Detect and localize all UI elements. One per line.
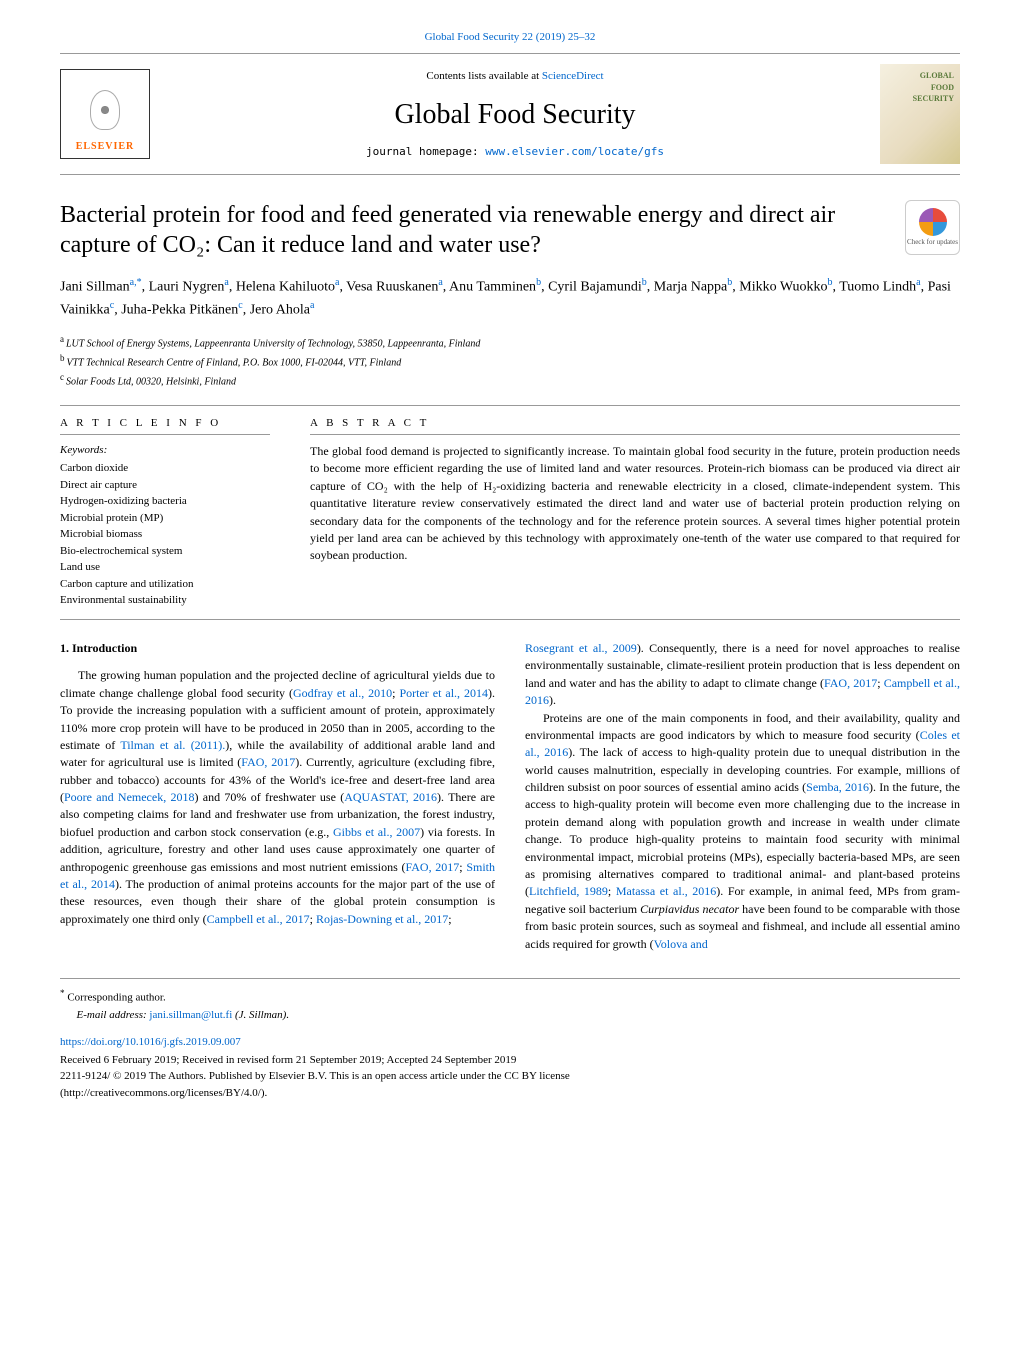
divider <box>60 405 960 406</box>
aff-key: c <box>60 372 64 382</box>
info-abstract-row: A R T I C L E I N F O Keywords: Carbon d… <box>60 416 960 609</box>
doi-line: https://doi.org/10.1016/j.gfs.2019.09.00… <box>60 1035 960 1050</box>
affiliation-a: aLUT School of Energy Systems, Lappeenra… <box>60 333 960 351</box>
email-label: E-mail address: <box>77 1009 150 1021</box>
keyword: Environmental sustainability <box>60 592 270 609</box>
affiliations: aLUT School of Energy Systems, Lappeenra… <box>60 333 960 390</box>
abstract-heading: A B S T R A C T <box>310 416 960 431</box>
doi-link[interactable]: https://doi.org/10.1016/j.gfs.2019.09.00… <box>60 1036 241 1048</box>
aff-key: b <box>60 353 65 363</box>
article-title: Bacterial protein for food and feed gene… <box>60 200 885 260</box>
elsevier-text: ELSEVIER <box>76 140 135 154</box>
authors-list: Jani Sillmana,*, Lauri Nygrena, Helena K… <box>60 275 960 320</box>
journal-issue-ref: Global Food Security 22 (2019) 25–32 <box>60 30 960 45</box>
info-divider <box>310 434 960 435</box>
homepage-link[interactable]: www.elsevier.com/locate/gfs <box>485 145 664 158</box>
keyword: Carbon dioxide <box>60 460 270 477</box>
email-suffix: (J. Sillman). <box>232 1009 289 1021</box>
aff-text: Solar Foods Ltd, 00320, Helsinki, Finlan… <box>66 377 236 388</box>
keyword: Bio-electrochemical system <box>60 543 270 560</box>
aff-text: LUT School of Energy Systems, Lappeenran… <box>66 338 480 349</box>
check-updates-badge[interactable]: Check for updates <box>905 200 960 255</box>
corresponding-author: * Corresponding author. <box>60 987 960 1006</box>
body-paragraph: Proteins are one of the main components … <box>525 710 960 953</box>
email-line: E-mail address: jani.sillman@lut.fi (J. … <box>77 1008 961 1023</box>
article-info-block: A R T I C L E I N F O Keywords: Carbon d… <box>60 416 270 609</box>
license-line-1: 2211-9124/ © 2019 The Authors. Published… <box>60 1069 960 1084</box>
keywords-label: Keywords: <box>60 443 270 458</box>
homepage-line: journal homepage: www.elsevier.com/locat… <box>150 144 880 159</box>
keyword: Hydrogen-oxidizing bacteria <box>60 493 270 510</box>
corr-marker: * <box>60 988 65 998</box>
keyword: Carbon capture and utilization <box>60 576 270 593</box>
header-center: Contents lists available at ScienceDirec… <box>150 69 880 159</box>
license-line-2: (http://creativecommons.org/licenses/BY/… <box>60 1086 960 1101</box>
keyword: Land use <box>60 559 270 576</box>
keyword: Direct air capture <box>60 477 270 494</box>
footer-block: * Corresponding author. E-mail address: … <box>60 978 960 1101</box>
cover-line1: GLOBAL <box>920 70 954 81</box>
elsevier-logo: ELSEVIER <box>60 69 150 159</box>
cover-line3: SECURITY <box>913 93 954 104</box>
keyword: Microbial protein (MP) <box>60 510 270 527</box>
sciencedirect-link[interactable]: ScienceDirect <box>542 70 604 82</box>
body-two-column: 1. Introduction The growing human popula… <box>60 640 960 953</box>
crossmark-icon <box>919 208 947 236</box>
aff-key: a <box>60 334 64 344</box>
affiliation-c: cSolar Foods Ltd, 00320, Helsinki, Finla… <box>60 371 960 389</box>
body-paragraph: The growing human population and the pro… <box>60 667 495 928</box>
check-updates-label: Check for updates <box>907 238 958 248</box>
corr-text: Corresponding author. <box>67 992 165 1004</box>
issue-link[interactable]: Global Food Security 22 (2019) 25–32 <box>425 31 596 43</box>
cover-line2: FOOD <box>931 82 954 93</box>
journal-name: Global Food Security <box>150 95 880 134</box>
article-info-heading: A R T I C L E I N F O <box>60 416 270 431</box>
keyword: Microbial biomass <box>60 526 270 543</box>
elsevier-tree-icon <box>80 90 130 140</box>
contents-list-line: Contents lists available at ScienceDirec… <box>150 69 880 84</box>
divider <box>60 619 960 620</box>
email-link[interactable]: jani.sillman@lut.fi <box>149 1009 232 1021</box>
abstract-block: A B S T R A C T The global food demand i… <box>310 416 960 609</box>
contents-prefix: Contents lists available at <box>426 70 541 82</box>
affiliation-b: bVTT Technical Research Centre of Finlan… <box>60 352 960 370</box>
intro-heading: 1. Introduction <box>60 640 495 657</box>
body-paragraph: Rosegrant et al., 2009). Consequently, t… <box>525 640 960 710</box>
title-row: Bacterial protein for food and feed gene… <box>60 200 960 260</box>
info-divider <box>60 434 270 435</box>
aff-text: VTT Technical Research Centre of Finland… <box>67 357 402 368</box>
keywords-list: Carbon dioxide Direct air capture Hydrog… <box>60 460 270 609</box>
journal-header: ELSEVIER Contents lists available at Sci… <box>60 53 960 175</box>
received-line: Received 6 February 2019; Received in re… <box>60 1053 960 1068</box>
homepage-prefix: journal homepage: <box>366 145 485 158</box>
journal-cover-thumb: GLOBAL FOOD SECURITY <box>880 64 960 164</box>
abstract-text: The global food demand is projected to s… <box>310 443 960 565</box>
